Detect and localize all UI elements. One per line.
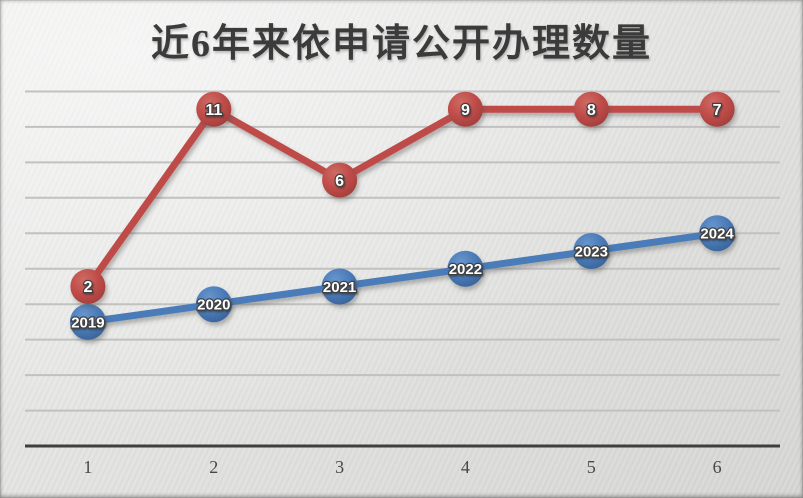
red-series-marker [322,162,358,198]
chart-title: 近6年来依申请公开办理数量 [150,23,652,65]
blue-series-marker [447,250,484,287]
red-point-label: 8 [587,102,596,119]
blue-series-marker [69,303,106,340]
blue-series-marker [195,286,232,323]
x-axis-tick-label: 5 [587,457,596,477]
blue-point-label: 2024 [700,226,734,243]
red-point-label: 2 [83,279,92,296]
red-point-label: 11 [205,102,222,119]
red-point-label: 6 [335,173,344,190]
x-axis-tick-label: 1 [83,457,92,477]
x-axis-tick-label: 4 [461,457,470,477]
x-axis-tick-label: 6 [713,457,722,477]
blue-point-label: 2020 [197,297,230,314]
red-series-line [84,105,721,290]
red-point-label: 9 [461,102,470,119]
blue-series-marker [699,215,736,252]
blue-point-label: 2021 [323,279,356,296]
blue-point-label: 2019 [71,314,104,331]
x-axis-tick-label: 3 [335,457,344,477]
red-series-marker [70,269,106,304]
blue-point-label: 2022 [449,261,482,278]
red-series-marker [447,91,483,127]
red-series-marker [196,91,232,127]
red-series-marker [699,91,735,127]
blue-series-marker [321,268,358,305]
blue-series-marker [573,233,610,269]
x-axis-tick-label: 2 [209,457,218,477]
red-point-label: 7 [713,102,722,119]
blue-series-line [84,229,721,326]
blue-point-label: 2023 [575,243,608,260]
red-series-marker [573,91,609,127]
